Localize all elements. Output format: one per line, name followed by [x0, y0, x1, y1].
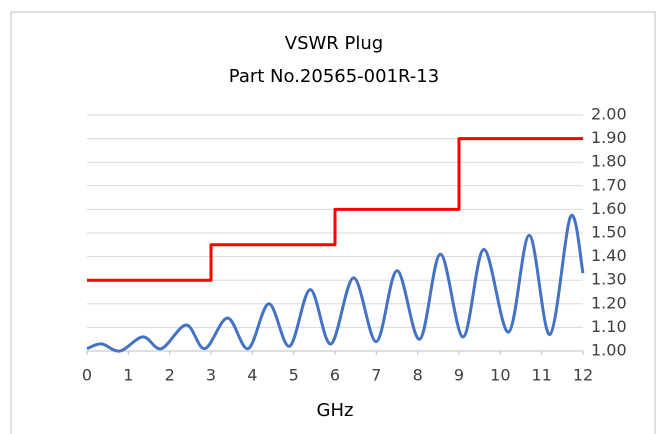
series-line	[86, 213, 585, 353]
x-axis-label: GHz	[317, 400, 354, 421]
y-tick-label: 1.10	[591, 317, 627, 336]
x-tick-label: 4	[247, 366, 257, 385]
x-tick-label: 11	[531, 366, 551, 385]
series-line	[87, 137, 583, 282]
y-tick-label: 1.20	[591, 293, 627, 312]
y-tick-label: 1.90	[591, 128, 627, 147]
x-tick-label: 6	[330, 366, 340, 385]
x-tick-label: 5	[289, 366, 299, 385]
x-tick-label: 10	[490, 366, 510, 385]
y-tick-label: 1.60	[591, 199, 627, 218]
x-tick-label: 1	[123, 366, 133, 385]
x-tick-label: 7	[371, 366, 381, 385]
x-tick-label: 3	[206, 366, 216, 385]
y-tick-label: 1.50	[591, 223, 627, 242]
y-tick-label: 1.00	[591, 341, 627, 360]
y-tick-label: 2.00	[591, 105, 627, 124]
x-tick-label: 2	[165, 366, 175, 385]
y-tick-label: 1.80	[591, 152, 627, 171]
y-tick-label: 1.30	[591, 270, 627, 289]
chart-border	[10, 11, 656, 434]
y-tick-label: 1.70	[591, 175, 627, 194]
x-tick-label: 8	[413, 366, 423, 385]
chart-subtitle: Part No.20565-001R-13	[229, 66, 439, 87]
x-tick-label: 12	[573, 366, 593, 385]
x-tick-label: 0	[82, 366, 92, 385]
x-tick-label: 9	[454, 366, 464, 385]
chart-title: VSWR Plug	[285, 33, 383, 54]
y-tick-label: 1.40	[591, 246, 627, 265]
